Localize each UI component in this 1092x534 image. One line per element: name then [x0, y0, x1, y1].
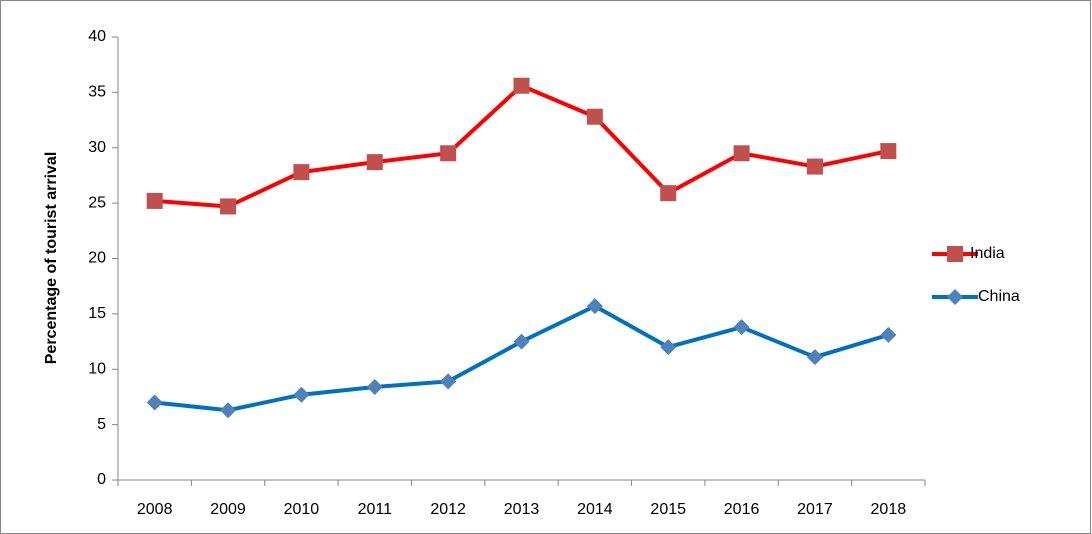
- y-tick-label: 5: [97, 416, 106, 433]
- x-tick-label: 2009: [210, 501, 246, 518]
- x-tick-label: 2011: [358, 501, 393, 518]
- point: [440, 373, 457, 390]
- y-tick-label: 10: [88, 360, 106, 377]
- point: [366, 154, 383, 171]
- y-tick-label: 20: [88, 250, 106, 267]
- x-tick-label: 2016: [724, 501, 760, 518]
- legend-label: India: [970, 245, 1005, 262]
- y-axis-title: Percentage of tourist arrival: [43, 152, 60, 365]
- y-tick-label: 30: [88, 139, 106, 156]
- point: [513, 333, 530, 350]
- y-tick-label: 15: [88, 305, 106, 322]
- point: [733, 145, 750, 162]
- x-tick-label: 2017: [797, 501, 833, 518]
- legend-marker: [947, 289, 963, 305]
- x-tick-label: 2008: [137, 501, 173, 518]
- point: [293, 386, 310, 403]
- x-tick-label: 2010: [284, 501, 320, 518]
- y-tick-label: 0: [97, 471, 106, 488]
- point: [660, 185, 677, 202]
- x-tick-label: 2012: [430, 501, 466, 518]
- point: [146, 192, 163, 209]
- point: [660, 339, 677, 356]
- x-tick-label: 2013: [504, 501, 540, 518]
- point: [146, 394, 163, 411]
- point: [586, 108, 603, 125]
- y-tick-label: 25: [88, 194, 106, 211]
- point: [293, 164, 310, 181]
- x-tick-label: 2015: [650, 501, 686, 518]
- point: [880, 326, 897, 343]
- legend-marker: [947, 246, 963, 262]
- point: [733, 319, 750, 336]
- point: [586, 298, 603, 315]
- y-tick-label: 35: [88, 84, 106, 101]
- point: [806, 349, 823, 366]
- x-tick-label: 2018: [871, 501, 907, 518]
- point: [513, 77, 530, 94]
- point: [220, 198, 237, 215]
- legend-label: China: [978, 288, 1020, 305]
- point: [880, 143, 897, 160]
- point: [440, 145, 457, 162]
- point: [366, 378, 383, 395]
- x-tick-label: 2014: [577, 501, 613, 518]
- point: [806, 158, 823, 175]
- point: [220, 402, 237, 419]
- y-tick-label: 40: [88, 28, 106, 45]
